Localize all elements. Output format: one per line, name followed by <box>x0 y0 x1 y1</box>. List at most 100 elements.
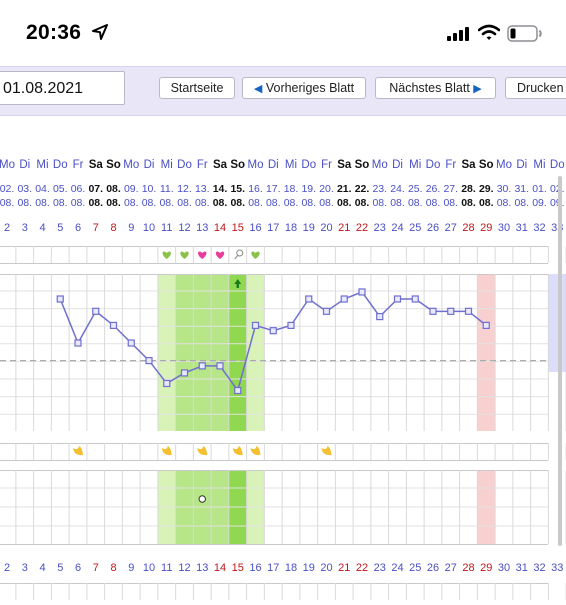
date-month-label: 08. <box>497 197 512 209</box>
cycle-chart: Mo 02. 08. 2 2 Di 03. 08. 3 3 Mi 04. 08. 4 4 Do 05. 08. 5 5… <box>0 146 566 605</box>
temperature-point[interactable] <box>305 295 313 303</box>
date-month-label: 08. <box>284 197 299 209</box>
date-day-label: 18. <box>284 183 299 195</box>
weekday-label: Do <box>177 159 192 171</box>
date-month-label: 08. <box>408 197 423 209</box>
date-day-label: 26. <box>426 183 441 195</box>
cycle-day-number-bottom: 17 <box>267 562 279 574</box>
print-button-label: Drucken <box>517 81 564 95</box>
temperature-point[interactable] <box>216 362 224 370</box>
date-day-label: 15. <box>230 183 245 195</box>
date-month-label: 08. <box>230 197 245 209</box>
ovulation-test-icon <box>236 249 244 257</box>
cycle-day-number: 17 <box>267 222 279 234</box>
temperature-point[interactable] <box>358 288 366 296</box>
cycle-day-number: 7 <box>93 222 99 234</box>
mucus-drop-icon[interactable] <box>232 446 243 456</box>
date-month-label: 08. <box>17 197 32 209</box>
cycle-day-number-bottom: 16 <box>249 562 261 574</box>
heart-icon[interactable] <box>180 251 189 259</box>
date-day-label: 11. <box>160 183 174 195</box>
weekday-label: Sa <box>89 159 104 171</box>
date-month-label: 08. <box>53 197 68 209</box>
weekday-label: So <box>230 159 245 171</box>
heart-icon[interactable] <box>215 251 225 259</box>
temperature-point[interactable] <box>74 339 82 347</box>
temperature-point[interactable] <box>393 295 402 303</box>
date-month-label: 08. <box>124 197 139 209</box>
mucus-drop-icon[interactable] <box>161 446 172 456</box>
temperature-point[interactable] <box>56 295 64 303</box>
date-month-label: 08. <box>461 197 476 209</box>
temperature-point[interactable] <box>269 327 277 335</box>
date-month-label: 08. <box>355 197 370 209</box>
date-day-label: 05. <box>53 183 68 195</box>
temperature-point[interactable] <box>251 321 260 329</box>
weekday-label: Fr <box>197 159 208 171</box>
mucus-drop-icon[interactable] <box>73 446 83 456</box>
temperature-point[interactable] <box>180 369 189 377</box>
status-bar: 20:36 <box>0 0 566 66</box>
cycle-day-number: 18 <box>285 222 297 234</box>
cycle-day-number-bottom: 21 <box>338 562 350 574</box>
cycle-day-number: 2 <box>4 222 10 234</box>
cycle-day-number: 8 <box>110 222 116 234</box>
temperature-point[interactable] <box>482 321 490 329</box>
cycle-day-number: 31 <box>516 222 528 234</box>
temperature-point[interactable] <box>163 379 171 388</box>
cycle-day-number: 6 <box>75 222 81 234</box>
print-button[interactable]: Drucken <box>505 77 566 99</box>
temperature-point[interactable] <box>429 307 437 315</box>
temperature-point[interactable] <box>447 307 455 315</box>
date-day-label: 22. <box>355 183 370 195</box>
cycle-day-number-bottom: 29 <box>480 562 492 574</box>
temperature-point[interactable] <box>340 295 348 303</box>
temperature-point[interactable] <box>145 357 153 365</box>
temperature-point[interactable] <box>322 307 331 315</box>
temperature-point[interactable] <box>376 313 384 321</box>
cycle-day-number: 28 <box>462 222 474 234</box>
temperature-point[interactable] <box>234 386 242 395</box>
chevron-right-icon: ▶ <box>473 83 482 95</box>
cycle-day-number-bottom: 11 <box>161 562 172 574</box>
temperature-point[interactable] <box>127 339 135 347</box>
cycle-day-number: 13 <box>196 222 208 234</box>
cellular-signal-icon <box>447 27 469 41</box>
cycle-day-number-bottom: 3 <box>22 562 28 574</box>
heart-icon[interactable] <box>162 251 171 259</box>
cervix-point[interactable] <box>198 495 206 503</box>
cycle-day-number: 27 <box>445 222 457 234</box>
temperature-point[interactable] <box>464 307 473 315</box>
cycle-chart-svg: Mo02.08.22Di03.08.33Mi04.08.44Do05.08.55… <box>0 159 566 600</box>
cycle-day-number-bottom: 22 <box>356 562 368 574</box>
date-day-label: 30. <box>497 183 512 195</box>
mucus-drop-icon[interactable] <box>321 446 332 456</box>
mucus-drop-icon[interactable] <box>250 446 261 456</box>
date-month-label: 08. <box>514 197 529 209</box>
vertical-scrollbar[interactable] <box>558 176 562 546</box>
cycle-day-number-bottom: 14 <box>214 562 226 574</box>
fertile-day-shade <box>175 274 194 431</box>
weekday-label: Mo <box>0 159 15 171</box>
temperature-point[interactable] <box>109 321 118 329</box>
temperature-point[interactable] <box>198 362 206 370</box>
weekday-label: Mi <box>36 159 48 171</box>
date-day-label: 31. <box>514 183 529 195</box>
date-day-label: 13. <box>195 183 210 195</box>
previous-sheet-button[interactable]: ◀ Vorheriges Blatt <box>242 77 366 99</box>
home-button[interactable]: Startseite <box>159 77 235 99</box>
temperature-point[interactable] <box>92 307 100 315</box>
heart-icon[interactable] <box>198 251 207 259</box>
weekday-label: Mi <box>285 159 297 171</box>
cycle-day-number-bottom: 6 <box>75 562 81 574</box>
mucus-drop-icon[interactable] <box>197 446 208 456</box>
heart-icon[interactable] <box>251 251 260 259</box>
previous-sheet-label: Vorheriges Blatt <box>265 81 355 95</box>
cycle-day-number-bottom: 32 <box>533 562 545 574</box>
next-sheet-button[interactable]: Nächstes Blatt ▶ <box>375 77 496 99</box>
temperature-point[interactable] <box>287 321 295 329</box>
temperature-point[interactable] <box>411 295 419 303</box>
cycle-day-number: 16 <box>249 222 261 234</box>
weekday-label: Mo <box>123 159 139 171</box>
date-input[interactable]: 01.08.2021 <box>0 71 125 105</box>
